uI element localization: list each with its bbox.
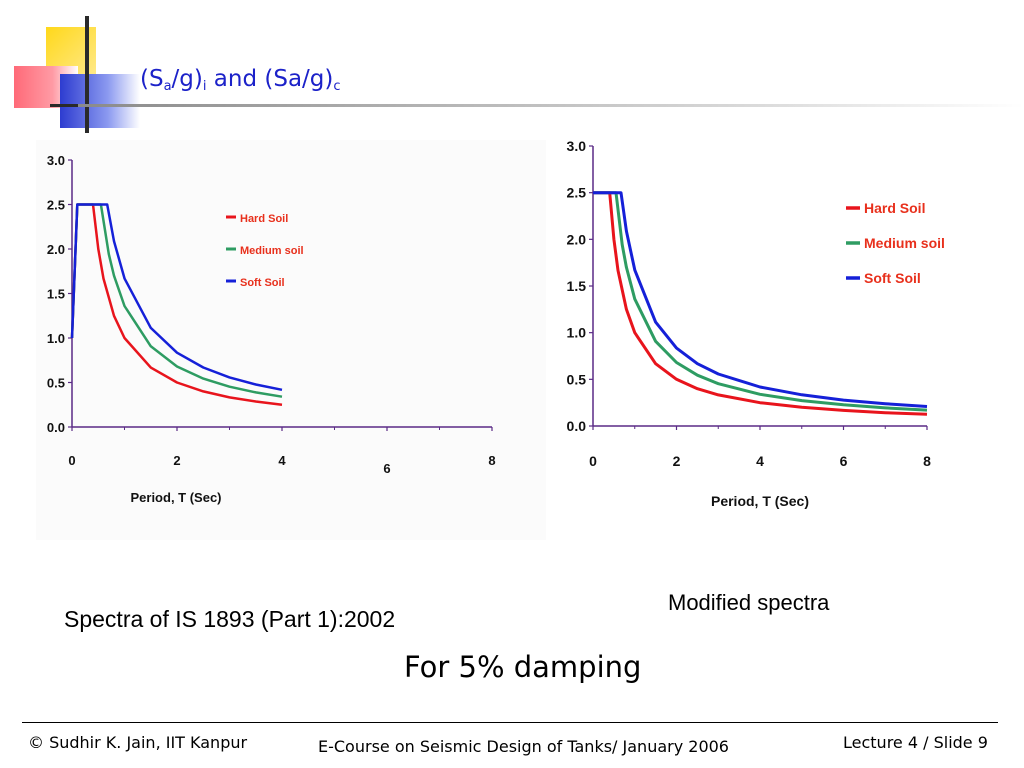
y-tick-label: 3.0 <box>47 153 65 168</box>
y-tick-label: 1.5 <box>567 278 587 294</box>
damping-note: For 5% damping <box>404 650 642 684</box>
x-axis-label: Period, T (Sec) <box>711 493 809 509</box>
chart-panel <box>550 132 950 522</box>
x-tick-label: 8 <box>923 453 931 469</box>
legend-label: Soft Soil <box>240 277 285 289</box>
title-divider <box>78 104 1024 107</box>
legend-label: Soft Soil <box>864 270 921 286</box>
series-line-medium-soil <box>593 191 928 412</box>
y-tick-label: 0.5 <box>47 376 65 391</box>
series-line-hard-soil <box>593 191 928 416</box>
y-tick-label: 0.0 <box>567 418 587 434</box>
copyright-icon: © <box>28 733 44 752</box>
footer-divider <box>22 722 998 723</box>
chart-right: 0.0 0.5 1.0 1.5 2.0 2.5 3.0 0 2 4 6 8 Period, T (Sec… <box>550 132 950 522</box>
right-caption: Modified spectra <box>668 590 830 615</box>
y-tick-label: 2.5 <box>47 198 65 213</box>
x-tick-label: 6 <box>840 453 848 469</box>
footer-slide-number: Lecture 4 / Slide 9 <box>843 733 988 752</box>
legend-label: Medium soil <box>240 245 304 257</box>
series-line-soft-soil <box>70 203 283 392</box>
legend-label: Hard Soil <box>240 213 288 225</box>
legend-label: Hard Soil <box>864 200 925 216</box>
y-tick-label: 1.5 <box>47 287 65 302</box>
y-tick-label: 3.0 <box>567 138 587 154</box>
x-tick-label: 8 <box>488 453 495 468</box>
decor-blue-square <box>60 74 140 128</box>
slide-title: (Sa/g)i and (Sa/g)c <box>140 66 341 94</box>
y-tick-label: 0.0 <box>47 420 65 435</box>
x-tick-label: 6 <box>383 461 390 476</box>
x-tick-label: 0 <box>68 453 75 468</box>
y-tick-label: 2.0 <box>47 242 65 257</box>
x-tick-label: 2 <box>173 453 180 468</box>
x-axis-label: Period, T (Sec) <box>130 490 221 505</box>
y-tick-label: 1.0 <box>567 325 587 341</box>
x-tick-label: 2 <box>673 453 681 469</box>
y-tick-label: 2.0 <box>567 231 587 247</box>
chart-panel <box>36 140 546 540</box>
y-tick-label: 0.5 <box>567 371 587 387</box>
series-line-soft-soil <box>593 191 928 408</box>
x-tick-label: 4 <box>278 453 286 468</box>
footer-course: E-Course on Seismic Design of Tanks/ Jan… <box>318 737 729 756</box>
x-tick-label: 4 <box>756 453 764 469</box>
y-tick-label: 2.5 <box>567 185 587 201</box>
footer-copyright: © Sudhir K. Jain, IIT Kanpur <box>28 733 248 752</box>
decor-vertical-line <box>85 16 89 133</box>
y-tick-label: 1.0 <box>47 331 65 346</box>
left-caption: Spectra of IS 1893 (Part 1):2002 <box>64 606 396 632</box>
chart-left: 0.0 0.5 1.0 1.5 2.0 2.5 3.0 0 2 4 6 8 Period, T (Sec… <box>36 140 546 540</box>
x-tick-label: 0 <box>589 453 597 469</box>
legend-label: Medium soil <box>864 235 945 251</box>
